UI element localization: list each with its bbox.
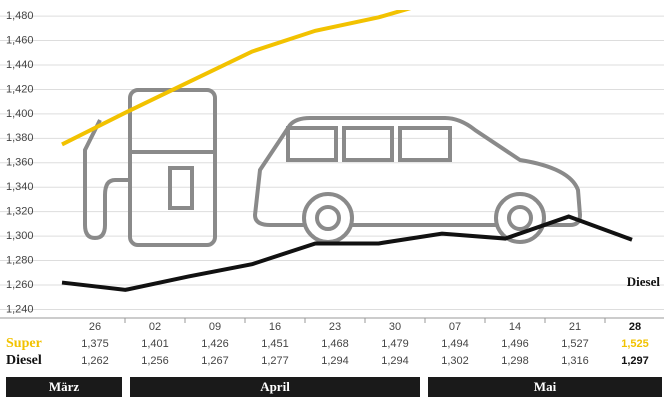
y-tick-label: 1,320 <box>6 206 34 218</box>
value-label: 1,525 <box>621 338 649 350</box>
x-tick-label: 23 <box>329 321 341 333</box>
value-label: 1,267 <box>201 355 229 367</box>
value-label: 1,426 <box>201 338 229 350</box>
x-tick-label: 14 <box>509 321 521 333</box>
x-tick-label: 21 <box>569 321 581 333</box>
y-tick-label: 1,360 <box>6 157 34 169</box>
value-label: 1,294 <box>321 355 349 367</box>
y-tick-label: 1,300 <box>6 230 34 242</box>
y-tick-label: 1,380 <box>6 132 34 144</box>
value-label: 1,451 <box>261 338 289 350</box>
y-tick-label: 1,460 <box>6 34 34 46</box>
chart: 1,240 1,260 1,280 1,300 1,320 1,340 1,360 1,380… <box>0 0 664 411</box>
y-tick-label: 1,240 <box>6 303 34 315</box>
month-label: Mai <box>534 379 557 394</box>
annotation: Diesel <box>627 274 661 289</box>
y-tick-label: 1,440 <box>6 59 34 71</box>
y-tick-label: 1,420 <box>6 83 34 95</box>
x-tick-label: 26 <box>89 321 101 333</box>
month-label: März <box>49 379 80 394</box>
value-label: 1,298 <box>501 355 529 367</box>
value-label: 1,277 <box>261 355 289 367</box>
x-tick-label: 09 <box>209 321 221 333</box>
illustration <box>85 90 580 245</box>
value-label: 1,256 <box>141 355 169 367</box>
value-label: 1,294 <box>381 355 409 367</box>
y-tick-label: 1,260 <box>6 279 34 291</box>
value-label: 1,527 <box>561 338 589 350</box>
value-label: 1,496 <box>501 338 529 350</box>
x-tick-label: 07 <box>449 321 461 333</box>
value-label: 1,494 <box>441 338 469 350</box>
legend-label: Diesel <box>6 353 42 368</box>
legend-label: Super <box>6 336 42 351</box>
value-label: 1,375 <box>81 338 109 350</box>
value-label: 1,262 <box>81 355 109 367</box>
value-label: 1,302 <box>441 355 469 367</box>
value-label: 1,479 <box>381 338 409 350</box>
series-line <box>62 0 632 144</box>
x-tick-label: 02 <box>149 321 161 333</box>
x-tick-label: 28 <box>629 321 641 333</box>
month-label: April <box>260 379 290 394</box>
y-tick-label: 1,340 <box>6 181 34 193</box>
value-label: 1,401 <box>141 338 169 350</box>
value-label: 1,297 <box>621 355 649 367</box>
value-label: 1,468 <box>321 338 349 350</box>
y-tick-label: 1,480 <box>6 10 34 22</box>
value-label: 1,316 <box>561 355 589 367</box>
x-tick-label: 16 <box>269 321 281 333</box>
y-tick-label: 1,280 <box>6 254 34 266</box>
x-tick-label: 30 <box>389 321 401 333</box>
y-tick-label: 1,400 <box>6 108 34 120</box>
grid: 1,240 1,260 1,280 1,300 1,320 1,340 1,360 1,380… <box>0 10 664 315</box>
